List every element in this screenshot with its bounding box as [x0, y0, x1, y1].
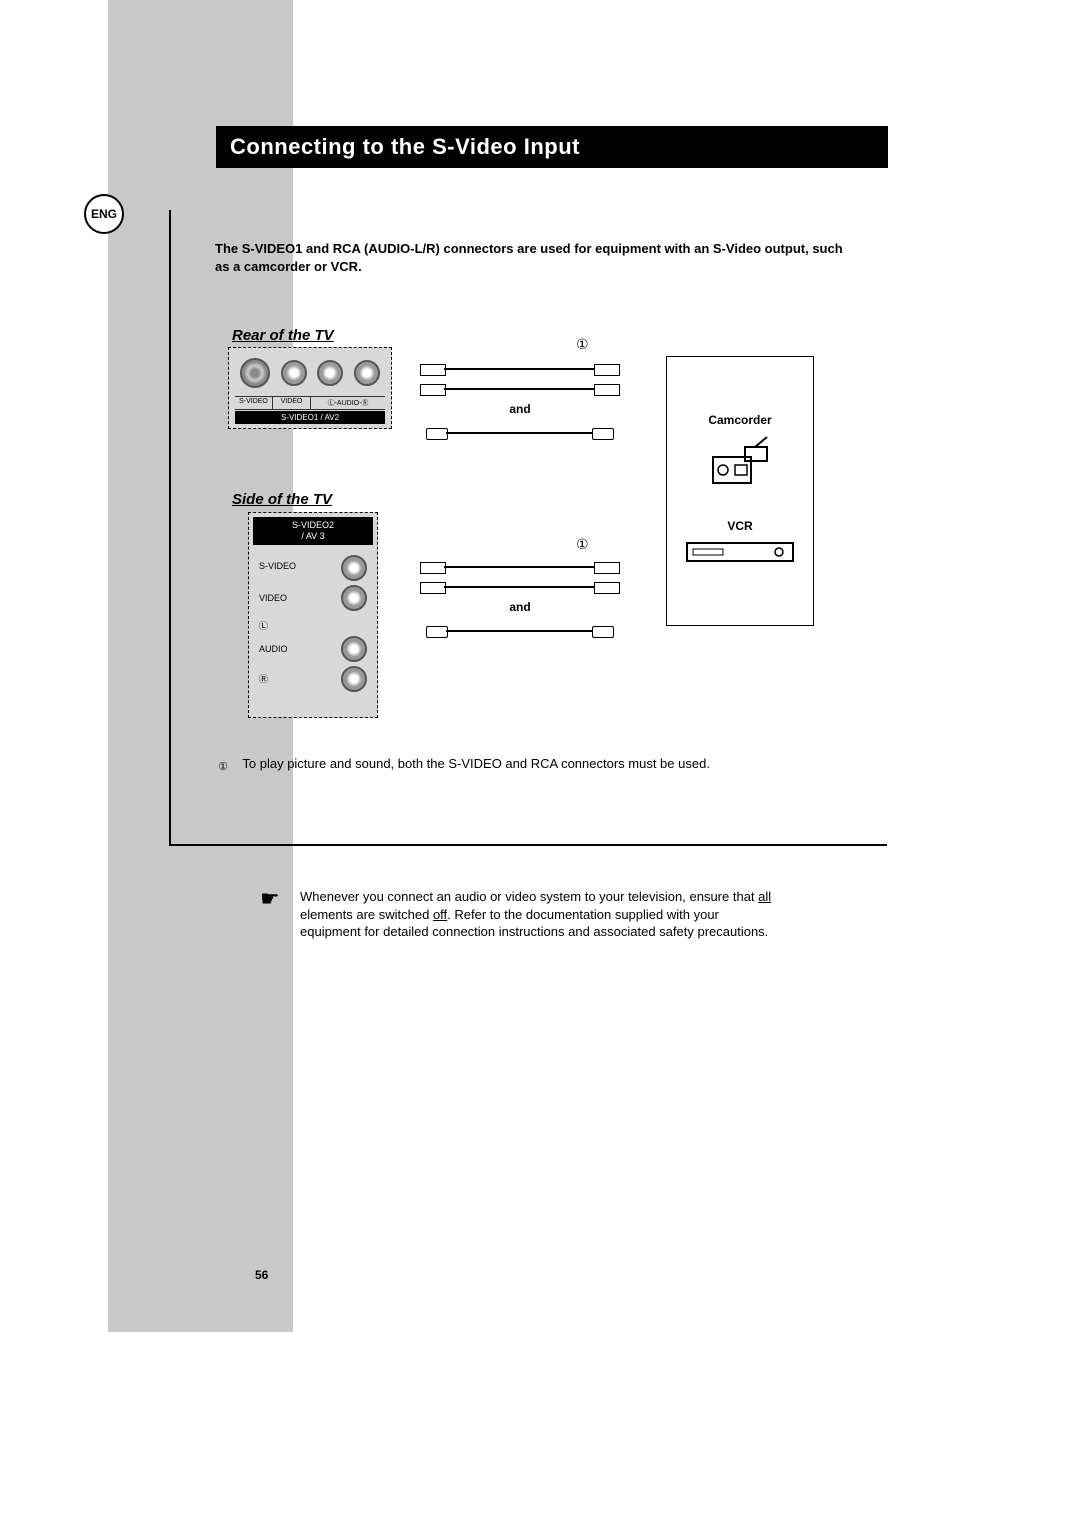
- rear-label-video: VIDEO: [273, 397, 311, 409]
- rca-cable-icon: [420, 382, 620, 396]
- svideo-cable-icon: [420, 426, 620, 440]
- svideo-jack-icon: [240, 358, 270, 388]
- video-jack-icon: [281, 360, 307, 386]
- camcorder-icon: [705, 433, 775, 493]
- advisory-text: Whenever you connect an audio or video s…: [300, 888, 780, 941]
- side-panel-header: S-VIDEO2 / AV 3: [253, 517, 373, 545]
- page-number: 56: [255, 1268, 268, 1282]
- note-text: To play picture and sound, both the S-VI…: [242, 756, 710, 771]
- side-of-tv-label: Side of the TV: [232, 491, 332, 508]
- side-label-audio-r: Ⓡ: [259, 672, 268, 685]
- cable-marker-1: ①: [576, 336, 589, 353]
- audio-r-jack-icon: [354, 360, 380, 386]
- side-label-audio: AUDIO: [259, 644, 288, 654]
- rear-of-tv-label: Rear of the TV: [232, 327, 334, 344]
- rear-panel-diagram: S-VIDEO VIDEO Ⓛ-AUDIO-Ⓡ S-VIDEO1 / AV2: [228, 347, 392, 429]
- side-label-svideo: S-VIDEO: [259, 561, 296, 571]
- title-box: Connecting to the S-Video Input: [216, 126, 888, 168]
- rca-cable-icon: [420, 362, 620, 376]
- advisory-pre: Whenever you connect an audio or video s…: [300, 889, 758, 904]
- note-marker: ①: [215, 760, 231, 776]
- svideo-cable-icon: [420, 624, 620, 638]
- rca-cable-icon: [420, 580, 620, 594]
- side-audio-l-jack-icon: [341, 636, 367, 662]
- vcr-icon: [685, 539, 795, 565]
- audio-l-jack-icon: [317, 360, 343, 386]
- side-audio-r-jack-icon: [341, 666, 367, 692]
- page-title: Connecting to the S-Video Input: [230, 134, 580, 160]
- side-video-jack-icon: [341, 585, 367, 611]
- side-panel-diagram: S-VIDEO2 / AV 3 S-VIDEO VIDEO Ⓛ AUDIO Ⓡ: [248, 512, 378, 718]
- side-svideo-jack-icon: [341, 555, 367, 581]
- side-header-l1: S-VIDEO2: [292, 520, 334, 530]
- rear-panel-labels: S-VIDEO VIDEO Ⓛ-AUDIO-Ⓡ: [235, 396, 385, 410]
- advisory-mid: elements are switched: [300, 907, 433, 922]
- side-label-audio-l: Ⓛ: [259, 619, 268, 632]
- rear-panel-strip: S-VIDEO1 / AV2: [235, 411, 385, 424]
- and-label: and: [420, 402, 620, 416]
- vcr-label: VCR: [675, 519, 805, 533]
- cable-marker-2: ①: [576, 536, 589, 553]
- cable-group-rear: and: [420, 362, 620, 440]
- pointing-hand-icon: ☛: [260, 886, 280, 912]
- footnote: ① To play picture and sound, both the S-…: [215, 756, 855, 776]
- devices-box: Camcorder VCR: [666, 356, 814, 626]
- rca-cable-icon: [420, 560, 620, 574]
- language-badge: ENG: [84, 194, 124, 234]
- intro-text: The S-VIDEO1 and RCA (AUDIO-L/R) connect…: [215, 240, 855, 275]
- and-label: and: [420, 600, 620, 614]
- side-header-l2: / AV 3: [301, 531, 324, 541]
- camcorder-label: Camcorder: [675, 413, 805, 427]
- rear-label-audio: Ⓛ-AUDIO-Ⓡ: [311, 397, 385, 409]
- side-label-video: VIDEO: [259, 593, 287, 603]
- rear-label-svideo: S-VIDEO: [235, 397, 273, 409]
- advisory-u1: all: [758, 889, 771, 904]
- cable-group-side: and: [420, 560, 620, 638]
- page-triangle-icon: [238, 1220, 286, 1260]
- advisory-u2: off: [433, 907, 447, 922]
